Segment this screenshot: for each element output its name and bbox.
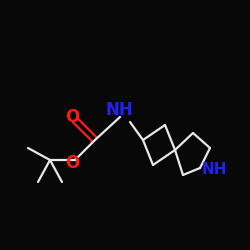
Text: O: O <box>65 154 79 172</box>
Text: O: O <box>65 108 79 126</box>
Text: NH: NH <box>105 101 133 119</box>
Text: NH: NH <box>201 162 227 178</box>
